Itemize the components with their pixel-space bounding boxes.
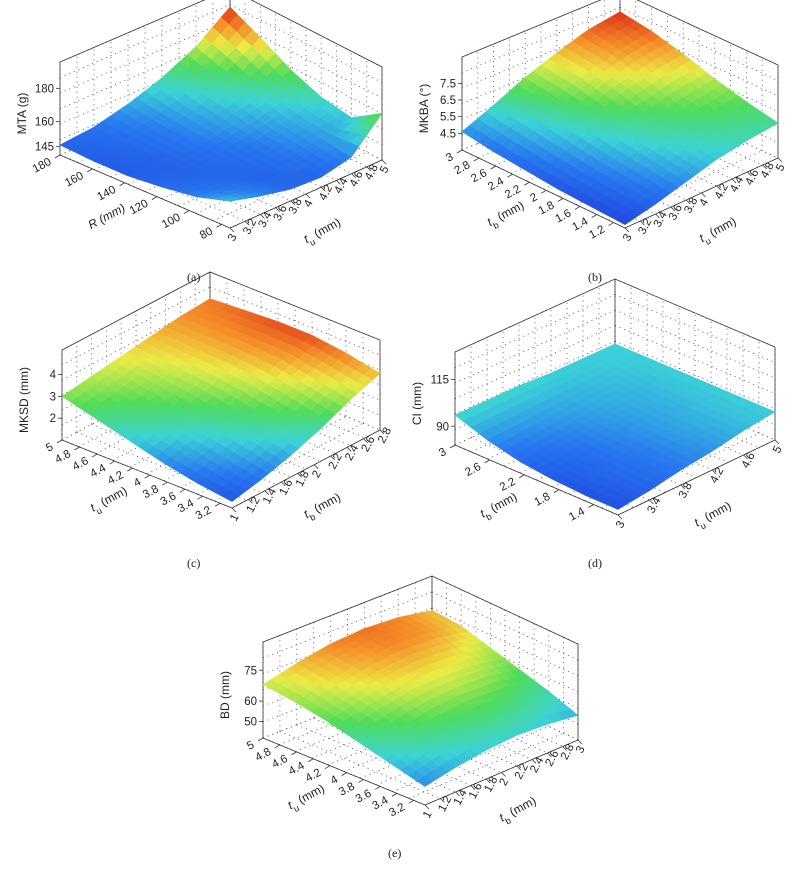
right-tick-label: 2.6 xyxy=(543,749,561,769)
right-tick-label: 1.6 xyxy=(467,781,485,801)
left-tick-label: 3.2 xyxy=(387,801,407,819)
caption-a: (a) xyxy=(187,270,201,284)
caption-d: (d) xyxy=(588,556,602,570)
right-axis-label: tb (mm) xyxy=(497,793,540,828)
right-tick-label: 5 xyxy=(378,164,392,175)
left-tick-label: 5 xyxy=(245,739,256,753)
right-tick-label: 2.2 xyxy=(513,762,531,782)
panel-a-surface xyxy=(59,6,383,202)
surface-patch xyxy=(366,112,383,125)
right-tick-label: 2 xyxy=(498,777,512,788)
right-tick-label: 3 xyxy=(574,744,588,755)
panel-e-z-axis: 50 60 75 BD (mm) xyxy=(218,665,263,729)
z-axis-label: BD (mm) xyxy=(218,671,232,719)
z-tick-label: 75 xyxy=(244,665,257,677)
right-tick-label: 1.4 xyxy=(452,787,470,807)
left-axis-label: tu (mm) xyxy=(285,781,328,816)
right-tick-label: 3 xyxy=(226,232,240,243)
right-tick-label: 2.4 xyxy=(528,755,546,775)
z-tick-label: 145 xyxy=(35,142,54,154)
z-tick-label: 180 xyxy=(35,83,54,95)
left-tick-label: 80 xyxy=(198,225,215,242)
panel-a-z-axis: 145 160 180 MTA (g) xyxy=(15,83,60,154)
right-tick-label: 1.2 xyxy=(436,794,454,814)
caption-e: (e) xyxy=(388,846,402,860)
panel-b-surface xyxy=(461,11,779,226)
caption-c: (c) xyxy=(187,556,201,570)
z-axis-label: MTA (g) xyxy=(15,93,29,135)
z-tick-label: 60 xyxy=(244,696,257,708)
z-tick-label: 50 xyxy=(244,717,257,729)
left-tick-label: 4 xyxy=(329,773,341,787)
z-tick-label: 160 xyxy=(35,117,54,129)
caption-b: (b) xyxy=(588,270,602,284)
right-tick-label: 2.8 xyxy=(559,742,577,762)
right-tick-label: 4 xyxy=(302,198,316,210)
right-tick-label: 1.8 xyxy=(482,775,500,795)
right-tick-label: 1 xyxy=(421,809,435,820)
